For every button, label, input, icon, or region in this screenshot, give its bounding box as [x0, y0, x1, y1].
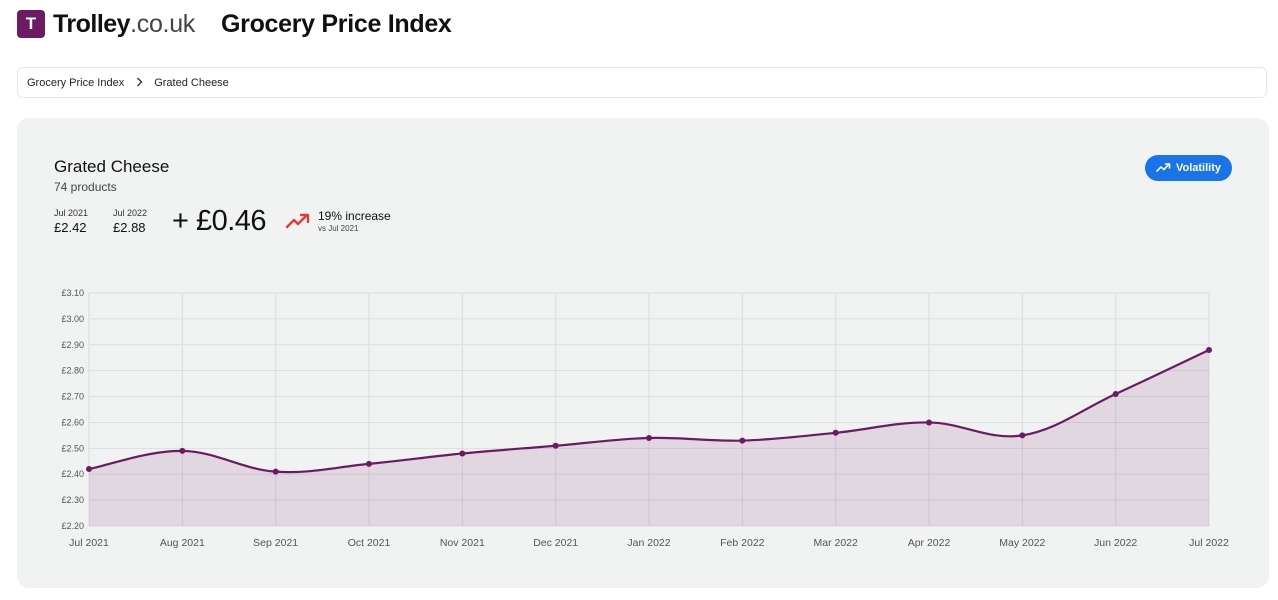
volatility-button[interactable]: Volatility [1145, 155, 1232, 181]
x-tick-label: May 2022 [999, 537, 1045, 549]
logo-domain: .co.uk [130, 9, 195, 38]
data-point [179, 447, 186, 454]
y-tick-label: £2.80 [61, 366, 84, 376]
y-tick-label: £2.50 [61, 443, 84, 453]
price-card: Grated Cheese 74 products Jul 2021 £2.42… [17, 118, 1269, 588]
y-tick-label: £2.20 [61, 521, 84, 531]
end-price-block: Jul 2022 £2.88 [113, 208, 147, 235]
data-point [926, 419, 932, 426]
data-point [366, 460, 372, 467]
data-point [459, 450, 466, 457]
start-price-value: £2.42 [54, 220, 87, 235]
data-point [1206, 346, 1212, 353]
y-tick-label: £2.90 [61, 340, 84, 350]
x-tick-label: Jan 2022 [627, 537, 670, 549]
y-tick-label: £2.60 [61, 417, 84, 427]
x-tick-label: Aug 2021 [160, 537, 205, 549]
logo-letter: T [25, 14, 37, 33]
price-chart: £3.10 £3.00 £2.90 £2.80 £2.70 £2.60 £2.50 £2.40… [61, 288, 1229, 549]
breadcrumb-current: Grated Cheese [154, 76, 229, 89]
start-price-label: Jul 2021 [54, 208, 89, 218]
site-header: T Trolley.co.uk Grocery Price Index [17, 8, 452, 40]
x-tick-label: Jul 2022 [1189, 537, 1229, 549]
data-point [1112, 390, 1119, 397]
logo-name-text: Trolley [53, 9, 131, 38]
data-point [646, 434, 652, 441]
start-price-block: Jul 2021 £2.42 [54, 208, 88, 235]
price-change-value: + £0.46 [172, 205, 267, 237]
data-point [739, 437, 746, 444]
data-point [1019, 432, 1026, 439]
x-tick-label: Jun 2022 [1094, 537, 1137, 549]
y-tick-label: £3.10 [61, 288, 84, 298]
chevron-right-icon [136, 76, 143, 89]
trending-up-icon [1156, 162, 1171, 175]
x-tick-label: Nov 2021 [440, 537, 485, 549]
breadcrumb-link-grocery-price-index[interactable]: Grocery Price Index [27, 76, 125, 89]
logo-name[interactable]: Trolley.co.uk [53, 10, 195, 39]
x-tick-label: Sep 2021 [253, 537, 298, 549]
data-point [832, 429, 839, 436]
volatility-label: Volatility [1175, 162, 1222, 174]
page-title: Grocery Price Index [221, 9, 452, 38]
x-tick-label: Mar 2022 [813, 537, 858, 549]
product-title: Grated Cheese [54, 157, 170, 176]
x-tick-label: Dec 2021 [533, 537, 578, 549]
price-change-vs: vs Jul 2021 [318, 224, 359, 233]
y-tick-label: £2.70 [61, 392, 84, 402]
y-tick-label: £2.30 [61, 495, 84, 505]
data-point [552, 442, 559, 449]
product-count: 74 products [54, 180, 117, 194]
breadcrumb: Grocery Price Index Grated Cheese [17, 67, 1267, 98]
y-tick-label: £3.00 [61, 314, 84, 324]
end-price-label: Jul 2022 [113, 208, 148, 218]
price-change-percent: 19% increase [318, 209, 391, 223]
data-point [272, 468, 279, 475]
x-tick-label: Apr 2022 [908, 537, 951, 549]
x-tick-label: Jul 2021 [69, 537, 109, 549]
end-price-value: £2.88 [113, 220, 146, 235]
data-point [86, 466, 92, 473]
x-tick-label: Oct 2021 [348, 537, 391, 549]
y-tick-label: £2.40 [61, 469, 84, 479]
x-tick-label: Feb 2022 [720, 537, 765, 549]
logo-badge[interactable]: T [17, 10, 45, 38]
trending-up-icon [285, 212, 311, 235]
